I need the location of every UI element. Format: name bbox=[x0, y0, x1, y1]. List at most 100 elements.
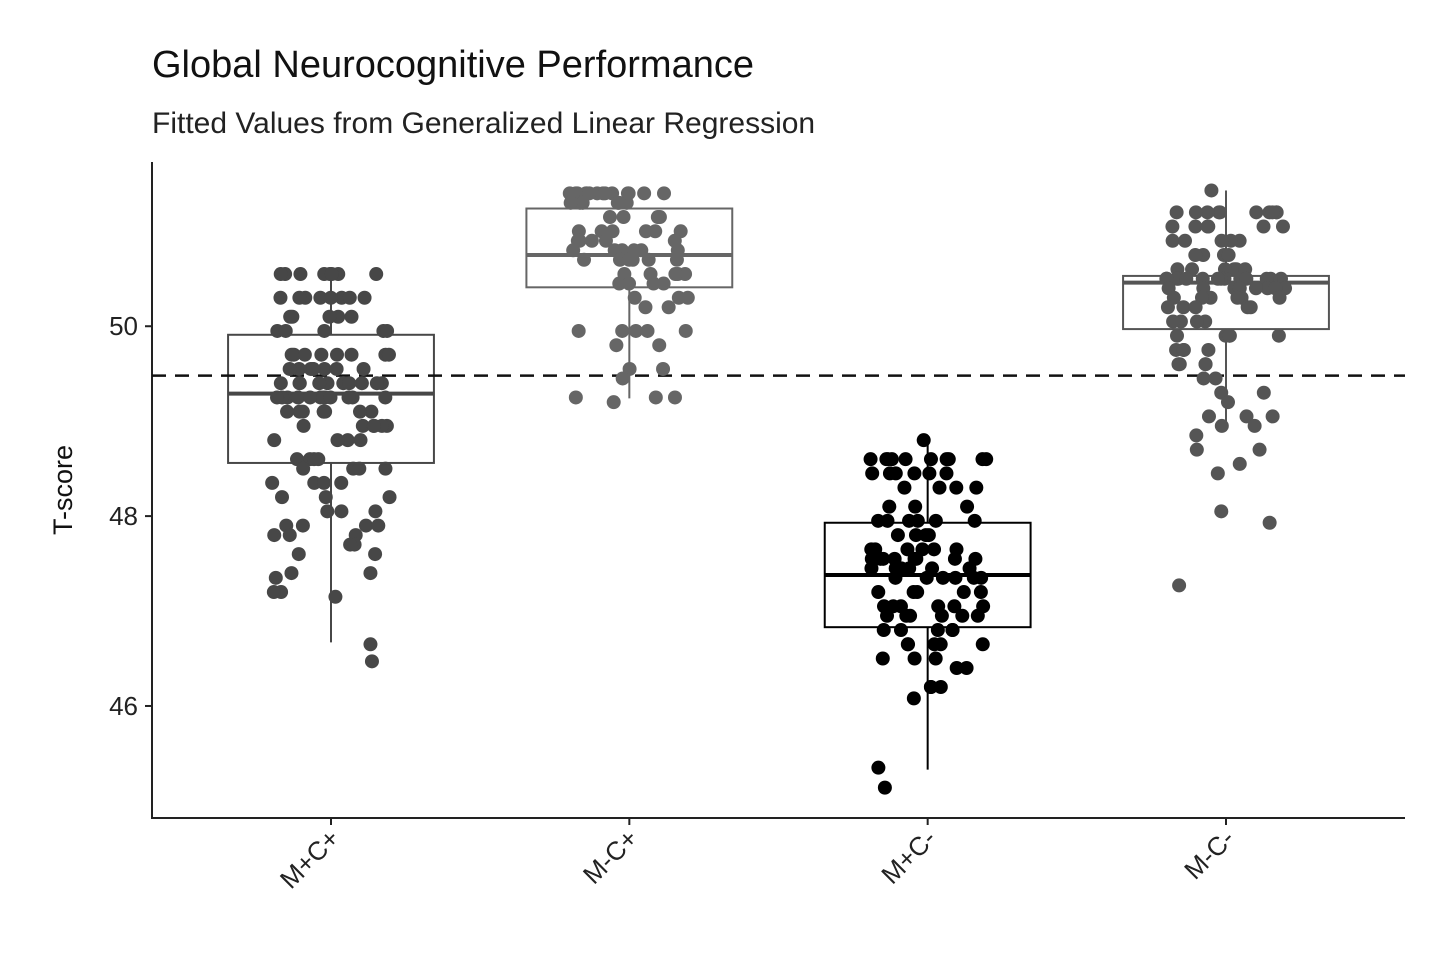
data-point bbox=[959, 661, 974, 676]
data-point bbox=[1262, 515, 1277, 530]
x-tick-label: M+C+ bbox=[274, 823, 345, 894]
data-point bbox=[341, 390, 356, 405]
data-point bbox=[318, 490, 333, 505]
data-point bbox=[876, 551, 891, 566]
data-point bbox=[1196, 371, 1211, 386]
data-point bbox=[928, 651, 943, 666]
data-point bbox=[1188, 219, 1203, 234]
data-point bbox=[368, 547, 383, 562]
data-point bbox=[1201, 409, 1216, 424]
data-point bbox=[268, 570, 283, 585]
data-point bbox=[344, 347, 359, 362]
data-point bbox=[1265, 409, 1280, 424]
x-tick-label: M+C- bbox=[875, 823, 942, 890]
data-point bbox=[622, 276, 637, 291]
data-point bbox=[948, 570, 963, 585]
data-point bbox=[273, 267, 288, 282]
data-point bbox=[352, 461, 367, 476]
data-point bbox=[316, 404, 331, 419]
data-point bbox=[280, 404, 295, 419]
data-point bbox=[307, 475, 322, 490]
data-point bbox=[646, 276, 661, 291]
data-point bbox=[356, 361, 371, 376]
data-point bbox=[1189, 428, 1204, 443]
data-point bbox=[1169, 205, 1184, 220]
data-point bbox=[656, 276, 671, 291]
data-point bbox=[667, 390, 682, 405]
data-point bbox=[906, 691, 921, 706]
data-point bbox=[930, 623, 945, 638]
data-point bbox=[354, 376, 369, 391]
data-point bbox=[584, 233, 599, 248]
data-point bbox=[1210, 466, 1225, 481]
data-point bbox=[955, 608, 970, 623]
data-point bbox=[947, 551, 962, 566]
data-point bbox=[907, 651, 922, 666]
data-point bbox=[358, 518, 373, 533]
chart-subtitle: Fitted Values from Generalized Linear Re… bbox=[152, 107, 815, 140]
data-point bbox=[628, 323, 643, 338]
data-point bbox=[615, 323, 630, 338]
data-point bbox=[939, 466, 954, 481]
data-point bbox=[1239, 409, 1254, 424]
data-point bbox=[296, 418, 311, 433]
data-point bbox=[678, 267, 693, 282]
data-point bbox=[967, 513, 982, 528]
data-point bbox=[364, 654, 379, 669]
data-point bbox=[1198, 357, 1213, 372]
data-point bbox=[612, 195, 627, 210]
data-point bbox=[927, 542, 942, 557]
data-point bbox=[871, 585, 886, 600]
data-point bbox=[669, 252, 684, 267]
data-point bbox=[1211, 205, 1226, 220]
data-point bbox=[278, 323, 293, 338]
data-point bbox=[1165, 233, 1180, 248]
data-point bbox=[863, 452, 878, 467]
data-point bbox=[975, 637, 990, 652]
data-point bbox=[563, 195, 578, 210]
data-point bbox=[888, 466, 903, 481]
data-point bbox=[297, 347, 312, 362]
data-point bbox=[910, 585, 925, 600]
data-point bbox=[941, 452, 956, 467]
data-point bbox=[640, 323, 655, 338]
data-point bbox=[1271, 328, 1286, 343]
data-point bbox=[877, 780, 892, 795]
data-point bbox=[898, 452, 913, 467]
data-point bbox=[650, 210, 665, 225]
data-point bbox=[330, 433, 345, 448]
data-point bbox=[637, 186, 652, 201]
data-point bbox=[1200, 219, 1215, 234]
data-point bbox=[566, 243, 581, 258]
data-point bbox=[956, 585, 971, 600]
data-point bbox=[1172, 578, 1187, 593]
data-point bbox=[282, 528, 297, 543]
data-point bbox=[292, 404, 307, 419]
data-point bbox=[882, 499, 897, 514]
data-point bbox=[380, 323, 395, 338]
data-point bbox=[296, 461, 311, 476]
data-point bbox=[1160, 300, 1175, 315]
data-point bbox=[949, 480, 964, 495]
data-point bbox=[884, 452, 899, 467]
data-point bbox=[342, 290, 357, 305]
data-point bbox=[1222, 328, 1237, 343]
data-point bbox=[363, 566, 378, 581]
data-point bbox=[609, 338, 624, 353]
data-point bbox=[1232, 456, 1247, 471]
data-point bbox=[1176, 342, 1191, 357]
data-point bbox=[902, 561, 917, 576]
data-point bbox=[945, 623, 960, 638]
data-point bbox=[888, 570, 903, 585]
data-point bbox=[355, 418, 370, 433]
data-point bbox=[330, 347, 345, 362]
data-point bbox=[316, 475, 331, 490]
data-point bbox=[312, 376, 327, 391]
data-point bbox=[367, 418, 382, 433]
data-point bbox=[275, 490, 290, 505]
data-point bbox=[353, 404, 368, 419]
data-point bbox=[273, 290, 288, 305]
data-point bbox=[627, 290, 642, 305]
plot-area: 46 48 50 M+C+ M-C+ M+C- M-C- bbox=[109, 162, 1405, 894]
